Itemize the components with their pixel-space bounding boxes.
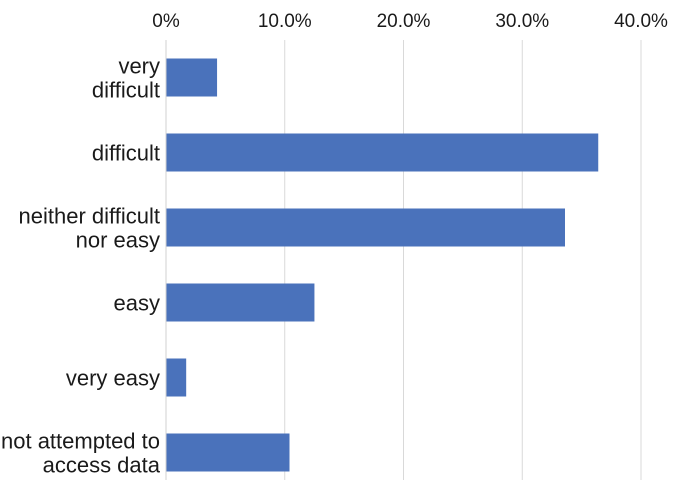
bar-5 [166,433,290,472]
bar-3 [166,283,315,322]
category-label-3-line-0: easy [114,291,160,316]
tick-label-3: 30.0% [495,11,549,32]
category-label-3: easy [114,291,160,316]
bar-1 [166,133,599,172]
category-label-4-line-0: very easy [66,366,160,391]
bar-0 [166,58,218,97]
category-label-0-line-1: difficult [92,78,160,103]
category-label-5-line-1: access data [43,453,161,478]
category-label-2-line-1: nor easy [76,228,160,253]
x-axis-ticks: 0% 10.0% 20.0% 30.0% 40.0% [152,11,668,32]
tick-label-0: 0% [152,11,180,32]
category-label-4: very easy [66,366,160,391]
category-label-1-line-0: difficult [92,141,160,166]
tick-label-2: 20.0% [377,11,431,32]
category-label-0-line-0: very [118,54,160,79]
category-label-2-line-0: neither difficult [19,204,160,229]
tick-label-1: 10.0% [258,11,312,32]
category-label-5-line-0: not attempted to [1,429,160,454]
bars [166,58,599,472]
gridlines [284,40,642,480]
bar-2 [166,208,565,247]
tick-label-4: 40.0% [614,11,668,32]
category-label-1: difficult [92,141,160,166]
bar-4 [166,358,187,397]
